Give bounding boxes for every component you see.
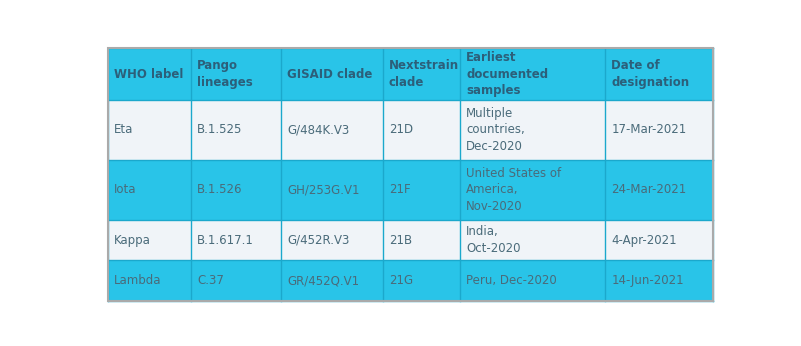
Bar [383,261,460,301]
Bar [606,160,714,220]
Text: 4-Apr-2021: 4-Apr-2021 [611,234,677,247]
Bar [191,220,280,261]
Bar [383,220,460,261]
Bar [460,220,606,261]
Text: B.1.617.1: B.1.617.1 [197,234,254,247]
Bar [107,160,191,220]
Text: 24-Mar-2021: 24-Mar-2021 [611,183,686,196]
Text: 17-Mar-2021: 17-Mar-2021 [611,123,686,136]
Bar [280,160,383,220]
Text: 14-Jun-2021: 14-Jun-2021 [611,274,684,288]
Text: Iota: Iota [114,183,136,196]
Bar [383,100,460,160]
Text: B.1.526: B.1.526 [197,183,243,196]
Text: GISAID clade: GISAID clade [287,67,372,81]
Bar [460,100,606,160]
Text: Date of
designation: Date of designation [611,59,690,89]
Text: Peru, Dec-2020: Peru, Dec-2020 [466,274,557,288]
Text: C.37: C.37 [197,274,224,288]
Text: GH/253G.V1: GH/253G.V1 [287,183,360,196]
Text: 21B: 21B [389,234,412,247]
Text: Kappa: Kappa [114,234,151,247]
Text: Eta: Eta [114,123,133,136]
Text: G/484K.V3: G/484K.V3 [287,123,349,136]
Text: Nextstrain
clade: Nextstrain clade [389,59,459,89]
Text: WHO label: WHO label [114,67,183,81]
Text: Pango
lineages: Pango lineages [197,59,253,89]
Text: Lambda: Lambda [114,274,161,288]
Bar [383,48,460,100]
Text: 21G: 21G [389,274,413,288]
Bar [191,48,280,100]
Bar [606,48,714,100]
Bar [606,261,714,301]
Text: India,
Oct-2020: India, Oct-2020 [466,225,521,255]
Text: Multiple
countries,
Dec-2020: Multiple countries, Dec-2020 [466,107,525,153]
Text: B.1.525: B.1.525 [197,123,243,136]
Bar [460,160,606,220]
Text: 21D: 21D [389,123,413,136]
Bar [383,160,460,220]
Bar [191,160,280,220]
Bar [280,48,383,100]
Bar [280,261,383,301]
Bar [107,100,191,160]
Text: 21F: 21F [389,183,411,196]
Bar [460,261,606,301]
Bar [107,220,191,261]
Text: GR/452Q.V1: GR/452Q.V1 [287,274,359,288]
Bar [107,48,191,100]
Bar [191,261,280,301]
Bar [191,100,280,160]
Bar [606,100,714,160]
Text: Earliest
documented
samples: Earliest documented samples [466,51,549,97]
Text: United States of
America,
Nov-2020: United States of America, Nov-2020 [466,167,562,213]
Bar [107,261,191,301]
Bar [280,100,383,160]
Bar [460,48,606,100]
Text: G/452R.V3: G/452R.V3 [287,234,349,247]
Bar [280,220,383,261]
Bar [606,220,714,261]
